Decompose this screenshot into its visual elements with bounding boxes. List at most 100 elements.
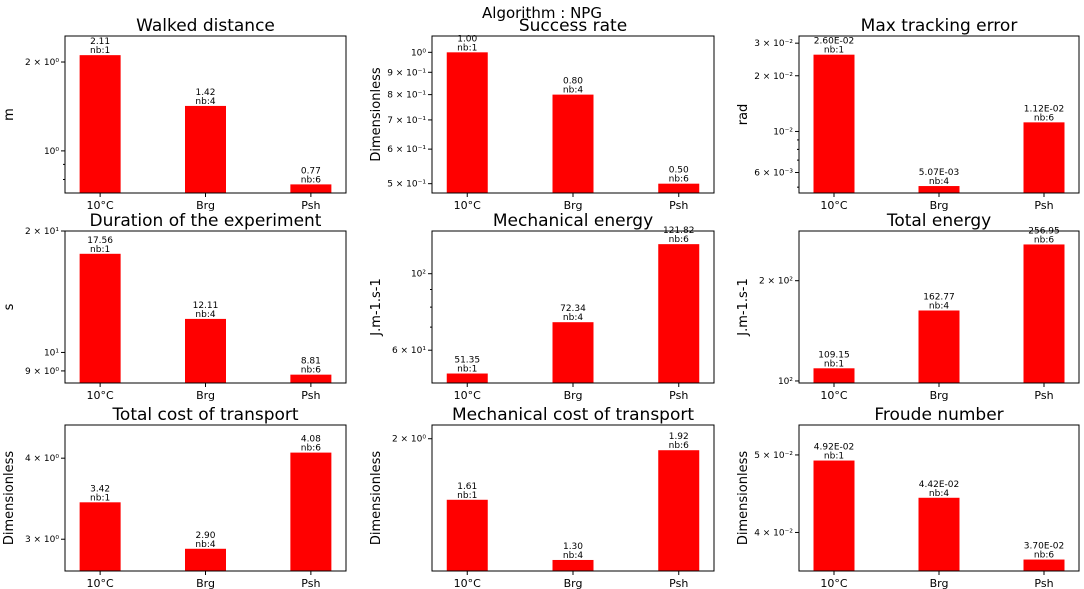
bar-value-label: 3.70E-02 xyxy=(1024,542,1064,552)
bar-10°C xyxy=(446,52,488,194)
bar-count-label: nb:6 xyxy=(1034,551,1054,561)
bar-10°C xyxy=(446,499,488,571)
x-tick-label: 10°C xyxy=(820,577,847,589)
bar-count-label: nb:6 xyxy=(301,444,321,454)
bar-value-label: 4.08 xyxy=(301,435,321,445)
x-tick-label: Psh xyxy=(669,389,688,402)
bar-value-label: 0.77 xyxy=(301,166,321,176)
x-tick-label: Brg xyxy=(196,389,215,402)
bar-Brg xyxy=(552,322,594,383)
bar-10°C xyxy=(813,460,855,571)
bar-count-label: nb:1 xyxy=(457,491,477,501)
bar-value-label: 3.42 xyxy=(90,484,110,494)
x-tick-label: Psh xyxy=(301,577,320,589)
y-axis-label: J.m-1.s-1 xyxy=(369,278,384,336)
bar-10°C xyxy=(79,55,121,194)
bar-Psh xyxy=(658,450,700,571)
chart-panel-8: Mechanical cost of transport Dimensionles… xyxy=(369,405,715,589)
bar-Psh xyxy=(658,183,700,193)
y-axis-label: Dimensionless xyxy=(369,451,384,545)
y-tick-label: 7 × 10⁻¹ xyxy=(387,116,426,126)
bar-value-label: 0.50 xyxy=(669,166,689,176)
bar-value-label: 5.07E-03 xyxy=(919,168,959,178)
bar-count-label: nb:6 xyxy=(669,441,689,451)
bar-count-label: nb:6 xyxy=(1034,235,1054,245)
x-tick-label: 10°C xyxy=(87,199,114,212)
bar-count-label: nb:6 xyxy=(669,235,689,245)
chart-title: Total cost of transport xyxy=(111,405,298,425)
chart-title: Success rate xyxy=(519,16,627,36)
plot-frame xyxy=(64,35,347,194)
y-axis-label: J.m-1.s-1 xyxy=(736,278,751,336)
bar-Brg xyxy=(552,559,594,571)
x-tick-label: Psh xyxy=(1034,199,1053,212)
y-tick-label: 2 × 10¹ xyxy=(25,227,59,237)
x-tick-label: Brg xyxy=(196,577,215,589)
y-tick-label: 10⁰ xyxy=(411,48,426,58)
bar-Psh xyxy=(290,452,332,571)
y-tick-label: 8 × 10⁻¹ xyxy=(387,91,426,101)
y-tick-label: 9 × 10⁻¹ xyxy=(387,68,426,78)
x-tick-label: Psh xyxy=(669,199,688,212)
bar-10°C xyxy=(446,373,488,383)
y-tick-label: 5 × 10⁻² xyxy=(754,451,793,461)
x-tick-label: 10°C xyxy=(820,389,847,402)
y-tick-label: 4 × 10⁻² xyxy=(754,528,793,538)
bar-count-label: nb:4 xyxy=(195,310,215,320)
x-tick-label: Psh xyxy=(301,199,320,212)
bar-value-label: 2.60E-02 xyxy=(814,37,854,47)
x-tick-label: Psh xyxy=(301,389,320,402)
plot-frame xyxy=(431,424,715,572)
y-tick-label: 2 × 10⁻² xyxy=(754,72,793,82)
y-tick-label: 2 × 10⁰ xyxy=(392,435,426,445)
y-tick-label: 10⁻² xyxy=(773,127,793,137)
plot-frame xyxy=(798,35,1080,194)
plot-frame xyxy=(798,230,1080,384)
x-tick-label: Brg xyxy=(930,199,949,212)
bar-count-label: nb:1 xyxy=(90,245,110,255)
y-tick-label: 6 × 10⁻³ xyxy=(754,169,793,179)
chart-title: Duration of the experiment xyxy=(90,211,322,231)
bar-Brg xyxy=(185,105,226,193)
chart-title: Mechanical energy xyxy=(493,211,653,231)
bar-value-label: 2.11 xyxy=(90,37,110,47)
x-tick-label: Brg xyxy=(196,199,215,212)
y-tick-label: 3 × 10⁰ xyxy=(25,535,59,545)
chart-title: Max tracking error xyxy=(861,16,1018,36)
bar-Psh xyxy=(290,184,332,193)
plot-frame xyxy=(431,35,715,194)
bar-value-label: 1.12E-02 xyxy=(1024,104,1064,114)
bar-count-label: nb:1 xyxy=(90,493,110,503)
bar-count-label: nb:4 xyxy=(195,97,215,107)
y-axis-label: rad xyxy=(736,104,751,126)
x-tick-label: 10°C xyxy=(87,577,114,589)
bar-value-label: 2.90 xyxy=(195,531,215,541)
bar-Brg xyxy=(918,497,960,571)
bar-count-label: nb:1 xyxy=(824,46,844,56)
chart-title: Walked distance xyxy=(136,16,275,36)
bar-count-label: nb:1 xyxy=(457,365,477,375)
x-tick-label: Psh xyxy=(1034,577,1053,589)
x-tick-label: Psh xyxy=(1034,389,1053,402)
bar-count-label: nb:4 xyxy=(929,489,949,499)
y-tick-label: 10⁰ xyxy=(44,147,59,157)
bar-10°C xyxy=(79,502,121,571)
bar-count-label: nb:6 xyxy=(301,366,321,376)
y-tick-label: 6 × 10⁻¹ xyxy=(387,145,426,155)
bar-value-label: 0.80 xyxy=(563,77,583,87)
y-axis-label: s xyxy=(2,303,17,310)
bar-value-label: 1.42 xyxy=(195,88,215,98)
y-tick-label: 10² xyxy=(411,270,426,280)
chart-title: Total energy xyxy=(886,211,991,231)
y-tick-label: 10² xyxy=(778,377,793,387)
bar-count-label: nb:1 xyxy=(824,452,844,462)
bar-count-label: nb:4 xyxy=(929,301,949,311)
bar-count-label: nb:6 xyxy=(669,175,689,185)
bar-Psh xyxy=(658,244,700,383)
